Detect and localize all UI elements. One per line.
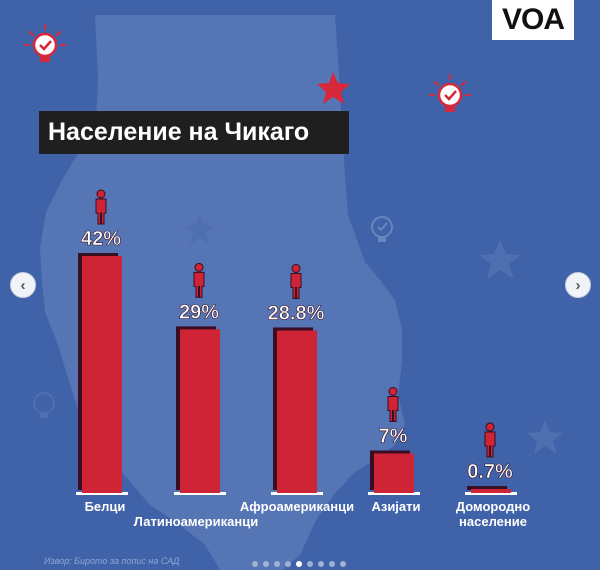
chart-title-box: Население на Чикаго (39, 111, 349, 154)
bar (180, 329, 220, 493)
source-note: Извор: Бирото за попис на САД (44, 556, 180, 566)
data-label: 0.7% (467, 461, 513, 483)
person-icon (484, 422, 496, 458)
data-label: 29% (179, 301, 219, 323)
category-label: население (459, 514, 527, 529)
bar (471, 489, 511, 493)
faint-lightbulb-icon (371, 216, 393, 242)
person-icon (193, 262, 205, 298)
data-label: 28.8% (268, 302, 325, 324)
lightbulb-check-icon (24, 24, 66, 62)
lightbulb-check-icon (429, 74, 471, 112)
background-star (527, 420, 563, 454)
bar-baseline (368, 492, 420, 495)
bar (374, 453, 414, 493)
bar (277, 330, 317, 493)
category-label: Латиноамериканци (134, 514, 258, 529)
bar-baseline (465, 492, 517, 495)
chevron-right-icon: › (575, 276, 581, 294)
carousel-dot[interactable] (263, 561, 269, 567)
category-label: Афроамериканци (240, 499, 354, 514)
faint-lightbulb-icon (33, 392, 55, 418)
data-label: 42% (81, 228, 121, 250)
category-label: Домородно (456, 499, 530, 514)
carousel-dots (252, 561, 346, 567)
bar-baseline (271, 492, 323, 495)
carousel-dot[interactable] (274, 561, 280, 567)
chart-title: Население на Чикаго (48, 118, 310, 146)
category-label: Белци (85, 499, 126, 514)
carousel-next-button[interactable]: › (565, 272, 591, 298)
person-icon (290, 263, 302, 299)
category-label: Азијати (371, 499, 420, 514)
bar-baseline (76, 492, 128, 495)
carousel-dot[interactable] (318, 561, 324, 567)
carousel-prev-button[interactable]: ‹ (10, 272, 36, 298)
background-star (479, 240, 521, 279)
carousel-dot[interactable] (285, 561, 291, 567)
carousel-dot[interactable] (329, 561, 335, 567)
voa-logo-text: VOA (501, 3, 565, 36)
chevron-left-icon: ‹ (20, 276, 26, 294)
red-star-icon (317, 72, 350, 104)
data-label: 7% (379, 426, 408, 448)
voa-logo: VOA (492, 0, 574, 40)
bar-shadow (467, 486, 507, 490)
carousel-dot[interactable] (296, 561, 302, 567)
background-star (184, 215, 215, 244)
person-icon (387, 387, 399, 422)
bar-baseline (174, 492, 226, 495)
person-icon (95, 189, 107, 225)
carousel-dot[interactable] (252, 561, 258, 567)
carousel-dot[interactable] (307, 561, 313, 567)
carousel-dot[interactable] (340, 561, 346, 567)
bar (82, 256, 122, 493)
